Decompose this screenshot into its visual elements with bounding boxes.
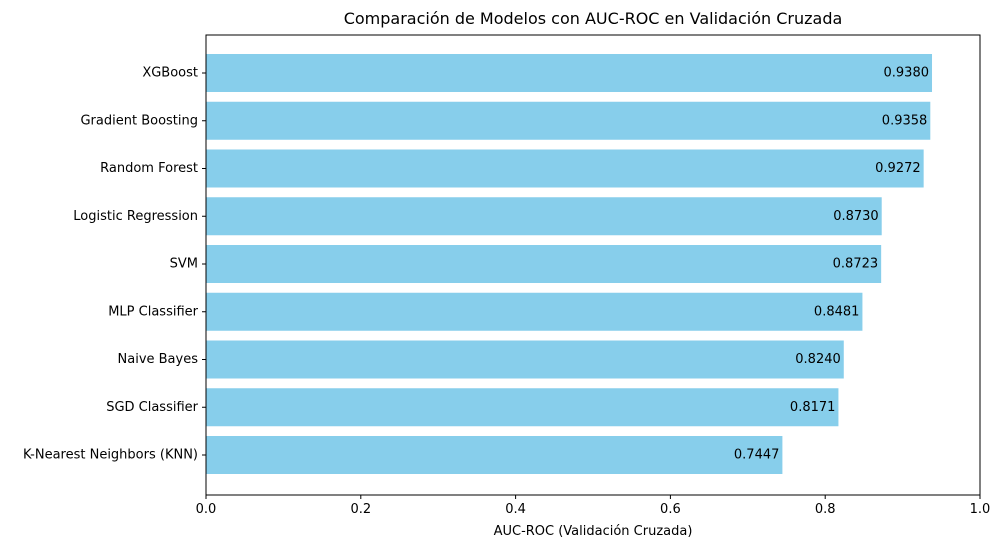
bar	[206, 149, 924, 188]
y-tick-label: SVM	[170, 257, 198, 272]
data-label: 0.8730	[833, 209, 879, 224]
bar	[206, 245, 882, 283]
y-tick-label: XGBoost	[142, 66, 198, 81]
bars-layer	[206, 54, 933, 474]
y-tick-label: K-Nearest Neighbors (KNN)	[23, 448, 198, 463]
bar	[206, 340, 844, 379]
x-tick-label: 0.2	[350, 502, 371, 517]
data-labels-layer: 0.9380 0.9358 0.9272 0.8730 0.8723 0.8481 0.82…	[734, 66, 929, 463]
x-tick-label: 0.8	[815, 502, 836, 517]
bar	[206, 54, 933, 92]
data-label: 0.8240	[795, 352, 841, 367]
data-label: 0.9380	[884, 66, 930, 81]
bar	[206, 197, 882, 236]
bar	[206, 436, 783, 474]
data-label: 0.7447	[734, 448, 780, 463]
x-axis-ticks: 0.0 0.2 0.4 0.6 0.8 1.0	[196, 495, 991, 517]
y-axis-ticks: XGBoost Gradient Boosting Random Forest Log…	[23, 66, 206, 463]
bar	[206, 101, 931, 140]
x-tick-label: 0.0	[196, 502, 217, 517]
y-tick-label: Logistic Regression	[73, 209, 198, 224]
y-tick-label: MLP Classifier	[108, 304, 198, 319]
x-tick-label: 0.4	[505, 502, 526, 517]
data-label: 0.9358	[882, 113, 928, 128]
bar	[206, 292, 863, 331]
y-tick-label: SGD Classifier	[106, 400, 198, 415]
y-tick-label: Gradient Boosting	[80, 113, 198, 128]
data-label: 0.8481	[814, 304, 860, 319]
y-tick-label: Random Forest	[100, 161, 198, 176]
x-tick-label: 1.0	[970, 502, 991, 517]
data-label: 0.8171	[790, 400, 836, 415]
bar	[206, 388, 839, 427]
x-axis-label: AUC-ROC (Validación Cruzada)	[494, 524, 693, 539]
y-tick-label: Naive Bayes	[118, 352, 199, 367]
data-label: 0.9272	[875, 161, 921, 176]
x-tick-label: 0.6	[660, 502, 681, 517]
data-label: 0.8723	[833, 257, 879, 272]
chart-title: Comparación de Modelos con AUC-ROC en Va…	[344, 9, 843, 28]
plot-frame	[205, 34, 981, 496]
